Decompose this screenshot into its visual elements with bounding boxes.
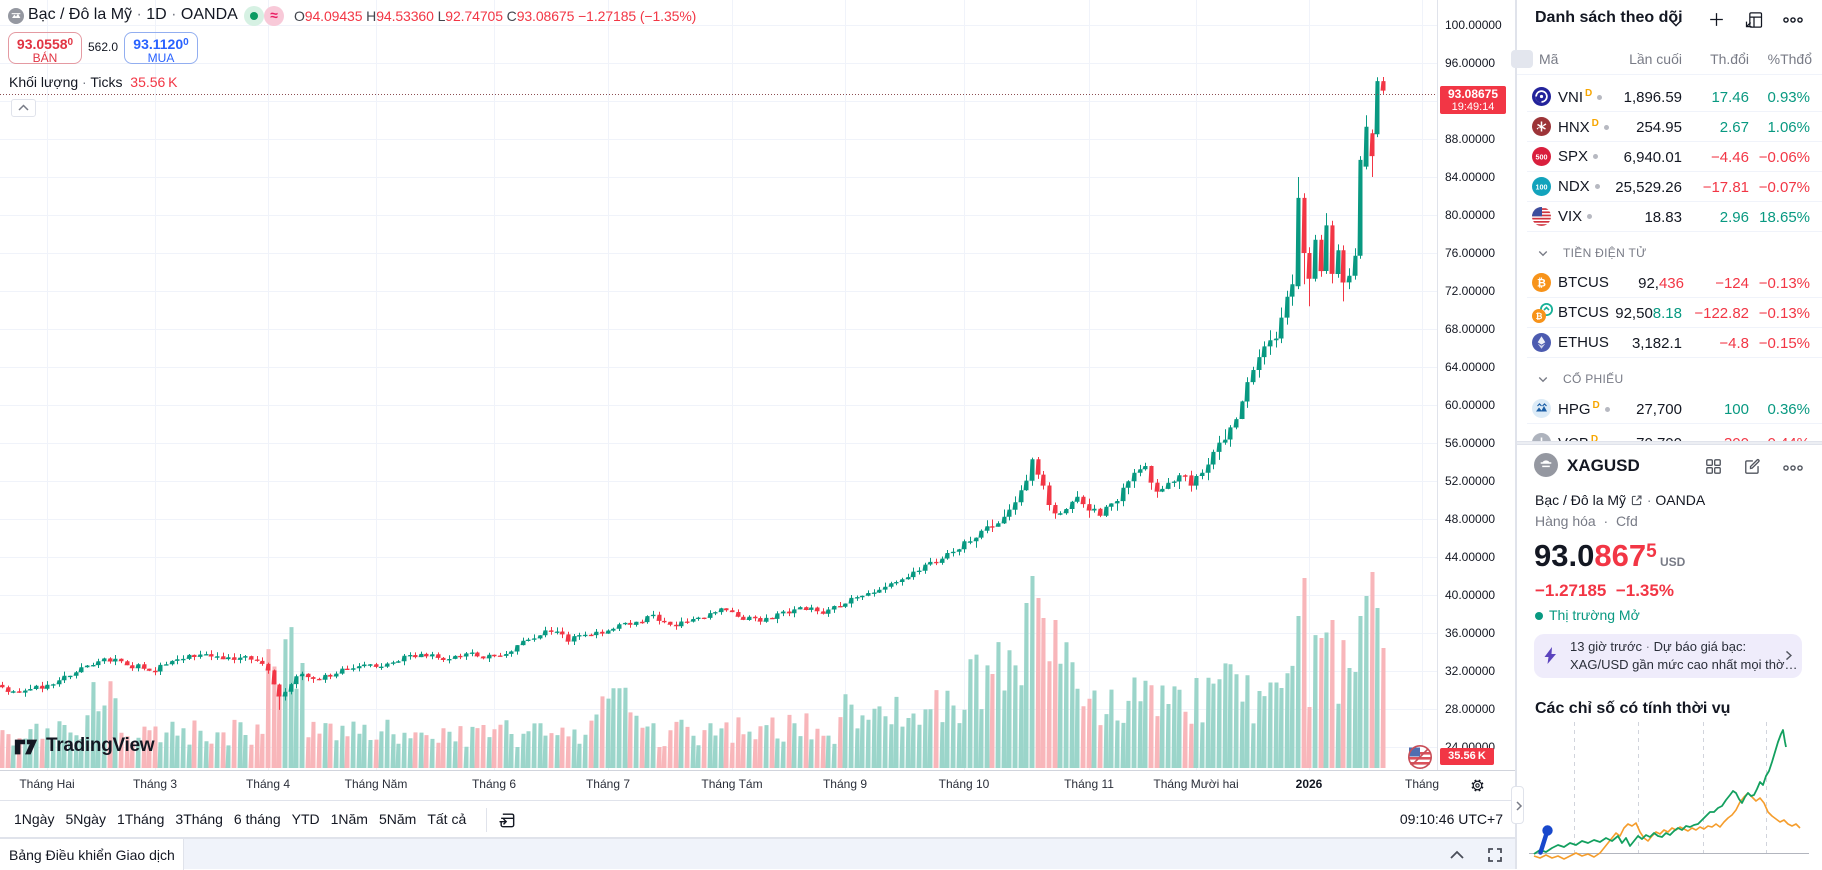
svg-text:100: 100: [1536, 183, 1548, 192]
svg-text:500: 500: [1536, 153, 1548, 162]
svg-text:₿: ₿: [1537, 277, 1546, 289]
svg-text:₿: ₿: [1536, 311, 1543, 321]
